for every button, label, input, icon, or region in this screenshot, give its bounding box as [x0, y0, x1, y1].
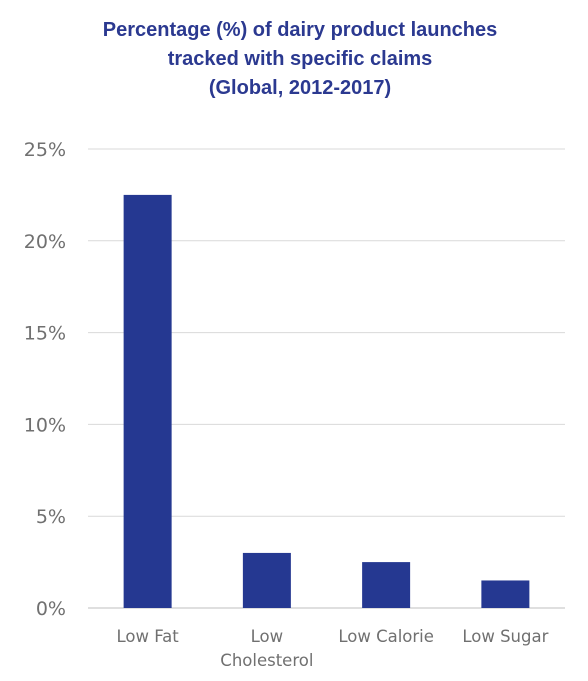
- x-category-label: Low Fat: [116, 627, 179, 646]
- y-tick-label: 25%: [24, 139, 66, 161]
- bar: [242, 552, 291, 608]
- bar: [123, 194, 172, 608]
- bar: [481, 580, 530, 608]
- x-category-label: Low: [251, 627, 284, 646]
- y-tick-label: 10%: [24, 414, 66, 436]
- chart-title: Percentage (%) of dairy product launches…: [103, 19, 498, 99]
- y-tick-label: 15%: [24, 323, 66, 345]
- chart-title-line-3: (Global, 2012-2017): [209, 77, 391, 99]
- y-tick-label: 0%: [36, 598, 66, 620]
- y-tick-label: 5%: [36, 506, 66, 528]
- x-category-label: Low Sugar: [462, 627, 548, 646]
- bar: [362, 562, 411, 608]
- x-category-label: Cholesterol: [220, 651, 313, 670]
- chart-title-line-1: Percentage (%) of dairy product launches: [103, 19, 498, 41]
- x-axis-category-labels: Low Fat Low Cholesterol Low Calorie Low Suga…: [116, 627, 548, 670]
- chart-title-line-2: tracked with specific claims: [168, 48, 433, 70]
- y-tick-label: 20%: [24, 231, 66, 253]
- x-category-label: Low Calorie: [338, 627, 434, 646]
- bars: [123, 194, 530, 608]
- y-axis-tick-labels: 0% 5% 10% 15% 20% 25%: [24, 139, 66, 620]
